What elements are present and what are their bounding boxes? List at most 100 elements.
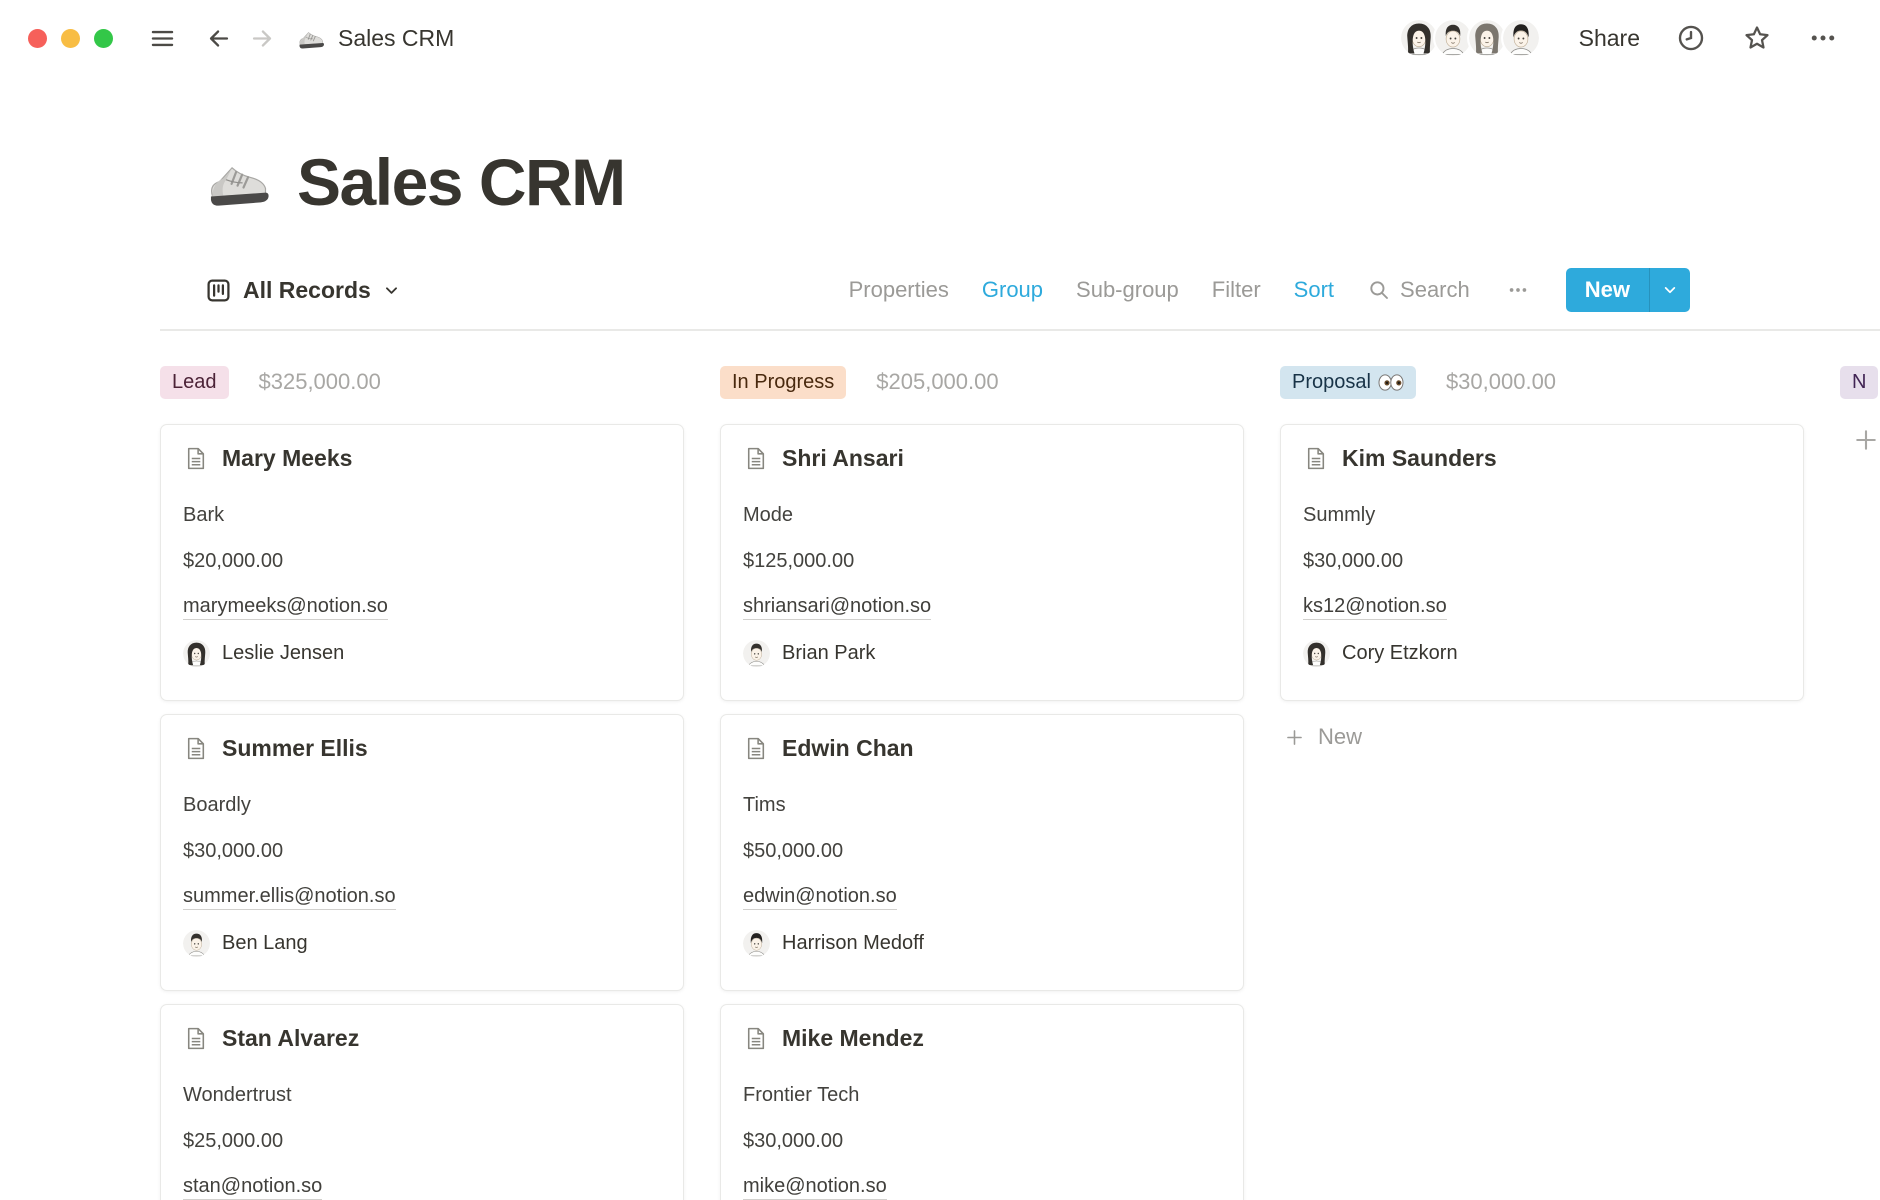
page-header: Sales CRM [0,144,1880,220]
new-button-label[interactable]: New [1584,277,1630,302]
card-owner: Brian Park [743,630,1221,676]
properties-button[interactable]: Properties [848,277,949,302]
card-email-link[interactable]: shriansari@notion.so [743,595,932,620]
close-window-button[interactable] [28,28,47,48]
page-title: Sales CRM [297,145,626,219]
owner-name: Cory Etzkorn [1342,641,1458,664]
kanban-board: Lead $325,000.00 Mary Meeks Bark $20,000… [0,364,1880,1200]
viewer-avatars[interactable] [1398,18,1541,58]
favorite-star-icon[interactable] [1742,23,1772,53]
sort-button[interactable]: Sort [1293,277,1335,302]
card-email-link[interactable]: mike@notion.so [743,1175,887,1200]
add-card-button[interactable]: New [1280,724,1804,750]
page-doc-icon [743,446,768,471]
record-card[interactable]: Kim Saunders Summly $30,000.00 ks12@noti… [1280,424,1804,701]
column-in-progress: In Progress $205,000.00 Shri Ansari Mode… [720,364,1244,1200]
view-name: All Records [243,276,371,303]
group-button[interactable]: Group [981,277,1044,302]
toolbar-divider [160,329,1880,331]
new-button-dropdown[interactable] [1649,268,1690,312]
avatar-icon [743,930,770,957]
search-icon [1367,278,1391,302]
back-arrow-icon[interactable] [203,23,233,53]
share-button[interactable]: Share [1578,24,1640,51]
view-toolbar: All Records Properties Group Sub-group F… [0,268,1880,312]
card-name: Kim Saunders [1342,445,1497,471]
owner-name: Harrison Medoff [782,931,924,954]
card-owner: Leslie Jensen [183,630,661,676]
new-record-button[interactable]: New [1565,268,1690,312]
sidebar-menu-icon[interactable] [147,23,177,53]
add-card-plus-icon[interactable] [1852,426,1880,454]
status-badge[interactable]: In Progress [720,365,847,399]
page-doc-icon [1303,446,1328,471]
plus-icon [1284,727,1305,748]
card-email-link[interactable]: summer.ellis@notion.so [183,885,396,910]
page-doc-icon [183,446,208,471]
column-lead: Lead $325,000.00 Mary Meeks Bark $20,000… [160,364,684,1200]
card-amount: $125,000.00 [743,549,855,572]
owner-name: Brian Park [782,641,876,664]
card-company: Frontier Tech [743,1083,860,1106]
avatar [1398,18,1439,58]
page-doc-icon [743,1026,768,1051]
avatar-icon [1303,640,1330,667]
status-badge[interactable]: Lead [160,365,229,399]
card-company: Tims [743,793,786,816]
sneaker-emoji-icon [205,153,271,211]
status-badge[interactable]: Proposal [1280,365,1416,399]
record-card[interactable]: Mike Mendez Frontier Tech $30,000.00 mik… [720,1004,1244,1200]
forward-arrow-icon [247,23,277,53]
card-owner: Cory Etzkorn [1303,630,1781,676]
chevron-down-icon [1661,281,1679,299]
card-company: Wondertrust [183,1083,292,1106]
window-controls [28,28,113,48]
view-switcher[interactable]: All Records [205,277,401,304]
card-company: Boardly [183,793,251,816]
card-name: Summer Ellis [222,735,368,761]
sub-group-button[interactable]: Sub-group [1076,277,1179,302]
more-options-icon[interactable] [1808,23,1838,53]
card-name: Mike Mendez [782,1025,924,1051]
minimize-window-button[interactable] [61,28,80,48]
card-email-link[interactable]: ks12@notion.so [1303,595,1447,620]
board-view-icon [205,277,232,304]
owner-name: Leslie Jensen [222,641,345,664]
record-card[interactable]: Stan Alvarez Wondertrust $25,000.00 stan… [160,1004,684,1200]
card-amount: $25,000.00 [183,1129,284,1152]
card-email-link[interactable]: marymeeks@notion.so [183,595,388,620]
view-more-options-icon[interactable] [1503,279,1533,301]
record-card[interactable]: Edwin Chan Tims $50,000.00 edwin@notion.… [720,714,1244,991]
avatar-icon [183,930,210,957]
breadcrumb[interactable]: Sales CRM [297,25,454,52]
page-doc-icon [183,1026,208,1051]
avatar-icon [183,640,210,667]
card-company: Mode [743,503,794,526]
column-sum: $30,000.00 [1445,369,1557,394]
record-card[interactable]: Shri Ansari Mode $125,000.00 shriansari@… [720,424,1244,701]
card-name: Stan Alvarez [222,1025,360,1051]
avatar [1432,18,1473,58]
card-company: Summly [1303,503,1376,526]
chevron-down-icon [382,281,401,300]
card-email-link[interactable]: stan@notion.so [183,1175,323,1200]
column-proposal: Proposal $30,000.00 Kim Saunders Summly … [1280,364,1804,1200]
search-button[interactable]: Search [1367,277,1470,303]
page-doc-icon [743,736,768,761]
record-card[interactable]: Mary Meeks Bark $20,000.00 marymeeks@not… [160,424,684,701]
filter-button[interactable]: Filter [1211,277,1261,302]
card-amount: $30,000.00 [183,839,284,862]
zoom-window-button[interactable] [94,28,113,48]
card-amount: $20,000.00 [183,549,284,572]
status-badge[interactable]: N [1840,365,1879,399]
history-clock-icon[interactable] [1676,23,1706,53]
card-amount: $30,000.00 [743,1129,844,1152]
card-amount: $30,000.00 [1303,549,1404,572]
card-owner: Harrison Medoff [743,920,1221,966]
record-card[interactable]: Summer Ellis Boardly $30,000.00 summer.e… [160,714,684,991]
avatar [1500,18,1541,58]
card-company: Bark [183,503,225,526]
card-email-link[interactable]: edwin@notion.so [743,885,897,910]
page-doc-icon [183,736,208,761]
column-sum: $325,000.00 [258,369,381,394]
